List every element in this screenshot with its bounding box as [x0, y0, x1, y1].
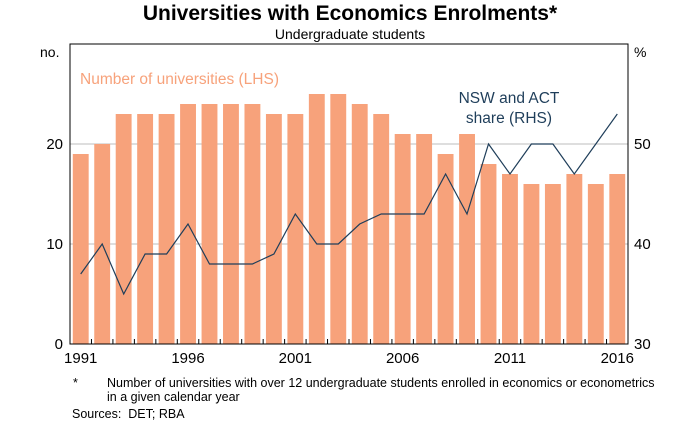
line-series-label: NSW and ACT — [459, 90, 560, 107]
plot-frame — [69, 43, 629, 345]
bar-2012 — [523, 184, 540, 344]
left-tick-label: 10 — [46, 236, 63, 253]
right-tick-label: 50 — [634, 136, 651, 153]
chart-title: Universities with Economics Enrolments* — [142, 2, 558, 25]
x-tick-label: 1996 — [171, 350, 204, 367]
series-labels: Number of universities (LHS) NSW and ACT s… — [80, 71, 560, 127]
bar-2011 — [502, 174, 518, 344]
bar-1998 — [223, 104, 239, 344]
bar-1991 — [72, 154, 89, 344]
left-axis-unit: no. — [40, 44, 60, 60]
right-axis-unit: % — [634, 44, 647, 60]
bar-series-label: Number of universities (LHS) — [80, 71, 279, 88]
gridlines — [70, 143, 628, 245]
bar-1997 — [201, 104, 218, 344]
plot-border — [69, 43, 629, 345]
bar-2005 — [373, 114, 390, 344]
chart-subtitle: Undergraduate students — [274, 26, 426, 42]
bar-2002 — [308, 94, 325, 344]
axis-ticks — [69, 339, 629, 344]
bar-2001 — [287, 114, 304, 344]
x-tick-label: 2016 — [601, 350, 634, 367]
bar-1994 — [137, 114, 154, 344]
right-tick-label: 40 — [634, 236, 651, 253]
bar-2007 — [416, 134, 433, 344]
bar-2015 — [587, 184, 604, 344]
bar-2014 — [566, 174, 583, 344]
bar-2016 — [609, 174, 626, 344]
bar-2009 — [459, 134, 475, 344]
bar-1993 — [115, 114, 132, 344]
footnote-marker: * — [73, 376, 78, 390]
bar-1995 — [158, 114, 175, 344]
bar-2013 — [544, 184, 561, 344]
footnote-text: Number of universities with over 12 unde… — [107, 376, 655, 404]
axis-labels: 0 10 20 30 40 50 1991 1996 2001 2006 2011 2016 — [46, 136, 650, 367]
bar-series — [72, 94, 626, 344]
x-tick-label: 2011 — [494, 350, 526, 367]
line-series — [80, 113, 618, 296]
left-tick-label: 0 — [55, 336, 63, 353]
line-series-label: share (RHS) — [466, 110, 552, 127]
x-tick-label: 2001 — [279, 350, 312, 367]
left-tick-label: 20 — [46, 136, 63, 153]
bar-2006 — [394, 134, 411, 344]
bar-2010 — [480, 164, 497, 344]
x-tick-label: 1991 — [64, 350, 97, 367]
right-tick-label: 30 — [634, 336, 651, 353]
sources-note: Sources: DET; RBA — [72, 407, 185, 421]
bar-2000 — [265, 114, 282, 344]
nsw-act-share-line — [80, 113, 618, 296]
bar-2003 — [330, 94, 347, 344]
bar-2008 — [437, 154, 454, 344]
bar-1999 — [244, 104, 261, 344]
x-tick-label: 2006 — [386, 350, 419, 367]
